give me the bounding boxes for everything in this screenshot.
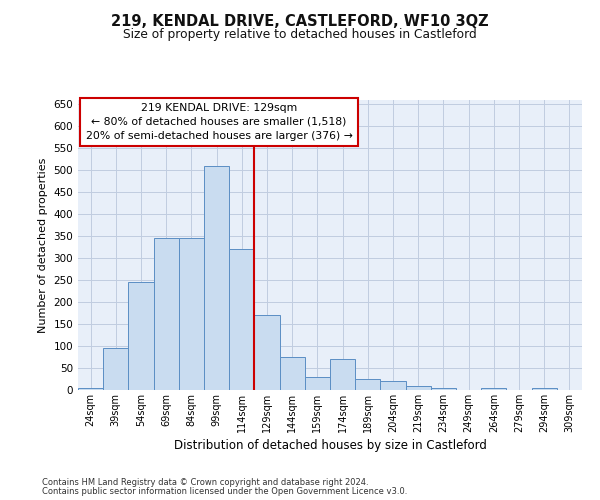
Bar [103, 348, 128, 390]
Bar [532, 388, 557, 390]
Y-axis label: Number of detached properties: Number of detached properties [38, 158, 48, 332]
Text: Contains public sector information licensed under the Open Government Licence v3: Contains public sector information licen… [42, 487, 407, 496]
Bar [204, 166, 229, 390]
Bar [154, 238, 179, 390]
Bar [355, 379, 380, 390]
Text: Size of property relative to detached houses in Castleford: Size of property relative to detached ho… [123, 28, 477, 41]
Bar [254, 316, 280, 390]
Bar [78, 388, 103, 390]
Bar [128, 282, 154, 390]
Bar [431, 388, 456, 390]
Bar [179, 238, 204, 390]
Bar [280, 357, 305, 390]
Text: Contains HM Land Registry data © Crown copyright and database right 2024.: Contains HM Land Registry data © Crown c… [42, 478, 368, 487]
Text: 219 KENDAL DRIVE: 129sqm
← 80% of detached houses are smaller (1,518)
20% of sem: 219 KENDAL DRIVE: 129sqm ← 80% of detach… [86, 103, 353, 141]
Bar [481, 388, 506, 390]
Bar [330, 359, 355, 390]
Bar [229, 250, 254, 390]
X-axis label: Distribution of detached houses by size in Castleford: Distribution of detached houses by size … [173, 439, 487, 452]
Bar [305, 377, 330, 390]
Text: 219, KENDAL DRIVE, CASTLEFORD, WF10 3QZ: 219, KENDAL DRIVE, CASTLEFORD, WF10 3QZ [111, 14, 489, 29]
Bar [406, 386, 431, 390]
Bar [380, 381, 406, 390]
